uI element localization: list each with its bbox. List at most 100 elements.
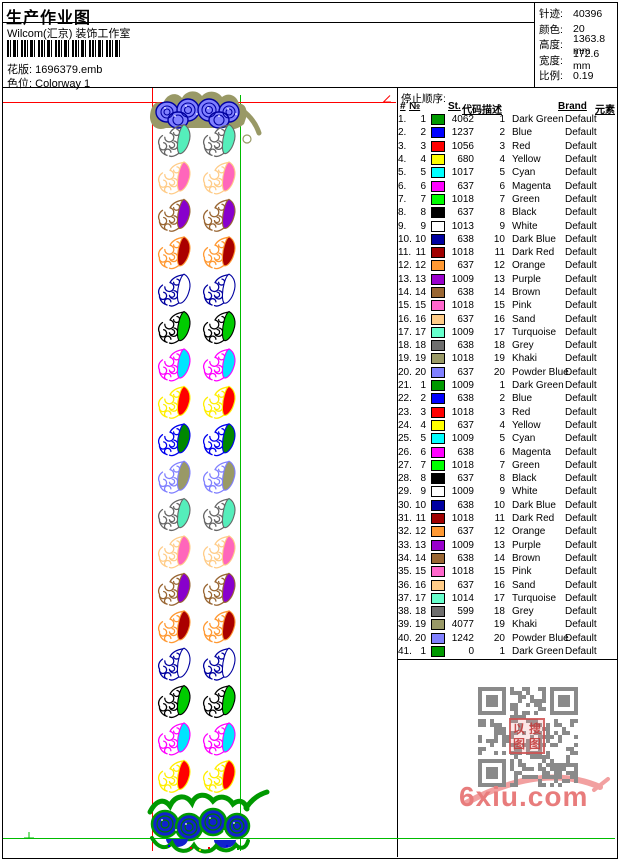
stop-number: 34. [398, 552, 412, 564]
thread-color-swatch [431, 340, 445, 352]
table-row: 37. 17 1014 17 Turquoise Default [398, 592, 617, 605]
color-description: Black [512, 473, 537, 485]
thread-brand: Default [565, 459, 597, 471]
thread-color-swatch [431, 380, 445, 392]
table-row: 22. 2 638 2 Blue Default [398, 392, 617, 405]
stop-number: 16. [398, 313, 412, 325]
color-description: Dark Blue [512, 499, 556, 511]
table-row: 20. 20 637 20 Powder Blue Default [398, 366, 617, 379]
needle-number: 1 [420, 380, 426, 392]
color-description: Pink [512, 300, 532, 312]
stitch-count: 1237 [451, 127, 474, 139]
stat-line: 颜色: 20 [535, 22, 617, 38]
table-row: 31. 11 1018 11 Dark Red Default [398, 512, 617, 525]
needle-number: 17 [415, 326, 427, 338]
stop-number: 17. [398, 326, 412, 338]
seal-char: 图 [512, 737, 525, 751]
color-description: White [512, 486, 538, 498]
table-row: 36. 16 637 16 Sand Default [398, 578, 617, 591]
needle-number: 10 [415, 499, 427, 511]
thread-brand: Default [565, 340, 597, 352]
thread-brand: Default [565, 579, 597, 591]
thread-color-swatch [431, 233, 445, 245]
thread-color-swatch [431, 180, 445, 192]
stitch-count: 638 [457, 233, 474, 245]
stat-line: 针迹: 40396 [535, 6, 617, 22]
needle-number: 3 [420, 406, 426, 418]
table-row: 33. 13 1009 13 Purple Default [398, 539, 617, 552]
stat-value: 172.6 mm [573, 48, 600, 73]
thread-color-swatch [431, 579, 445, 591]
table-row: 25. 5 1009 5 Cyan Default [398, 432, 617, 445]
needle-number: 6 [420, 180, 426, 192]
stop-number: 32. [398, 526, 412, 538]
color-description: Dark Green [512, 646, 564, 658]
stop-number: 27. [398, 459, 412, 471]
baseline-tee-icon [24, 832, 34, 839]
thread-color-swatch [431, 552, 445, 564]
col-header-needle: № [409, 101, 421, 112]
thread-color-swatch [431, 313, 445, 325]
needle-number: 19 [415, 619, 427, 631]
stitch-count: 1009 [451, 326, 474, 338]
table-row: 35. 15 1018 15 Pink Default [398, 565, 617, 578]
color-description: Powder Blue [512, 632, 569, 644]
stitch-count: 637 [457, 313, 474, 325]
table-row: 29. 9 1009 9 White Default [398, 485, 617, 498]
stop-number: 8. [398, 207, 407, 219]
studio-name: Wilcom(汇京) 装饰工作室 [7, 28, 131, 40]
stop-number: 40. [398, 632, 412, 644]
table-row: 2. 2 1237 2 Blue Default [398, 126, 617, 139]
thread-color-swatch [431, 127, 445, 139]
thread-color-swatch [431, 419, 445, 431]
stitch-count: 637 [457, 207, 474, 219]
stop-number: 25. [398, 433, 412, 445]
table-row: 18. 18 638 18 Grey Default [398, 339, 617, 352]
stat-label: 高度: [539, 39, 563, 52]
stitch-count: 1009 [451, 380, 474, 392]
thread-brand: Default [565, 419, 597, 431]
color-code: 1 [499, 646, 505, 658]
thread-color-swatch [431, 632, 445, 644]
needle-number: 9 [420, 486, 426, 498]
col-header-code: 代码 [462, 105, 482, 116]
stop-number: 29. [398, 486, 412, 498]
color-code: 13 [493, 273, 505, 285]
thread-brand: Default [565, 207, 597, 219]
bottom-border-motif [147, 789, 270, 854]
color-description: Brown [512, 552, 541, 564]
color-sequence-table: 1. 1 4062 1 Dark Green Default 2. 2 1237… [398, 113, 617, 658]
color-description: Turquoise [512, 326, 557, 338]
thread-brand: Default [565, 300, 597, 312]
color-description: Dark Red [512, 247, 555, 259]
color-description: Grey [512, 606, 534, 618]
color-description: Turquoise [512, 592, 557, 604]
needle-number: 1 [420, 646, 426, 658]
color-code: 4 [499, 154, 505, 166]
stitch-count: 638 [457, 287, 474, 298]
table-row: 19. 19 1018 19 Khaki Default [398, 352, 617, 365]
stitch-count: 0 [468, 646, 474, 658]
thread-brand: Default [565, 326, 597, 338]
thread-brand: Default [565, 287, 597, 298]
stitch-count: 1018 [451, 193, 474, 205]
thread-brand: Default [565, 513, 597, 525]
color-description: Magenta [512, 180, 551, 192]
table-bottom-border [397, 659, 617, 660]
stitch-count: 1009 [451, 486, 474, 498]
thread-brand: Default [565, 313, 597, 325]
col-header-brand: Brand [558, 101, 587, 112]
color-description: Black [512, 207, 537, 219]
table-row: 39. 19 4077 19 Khaki Default [398, 618, 617, 631]
color-code: 7 [499, 459, 505, 471]
needle-number: 14 [415, 552, 427, 564]
thread-color-swatch [431, 114, 445, 126]
stop-number: 24. [398, 419, 412, 431]
needle-number: 9 [420, 220, 426, 232]
stop-number: 28. [398, 473, 412, 485]
design-stats-box: 针迹: 40396 颜色: 20 高度: 1363.8 mm 宽度: 172.6… [534, 3, 617, 88]
pattern-label: 花版: [7, 64, 33, 76]
table-row: 40. 20 1242 20 Powder Blue Default [398, 632, 617, 645]
thread-color-swatch [431, 592, 445, 604]
stat-line: 宽度: 172.6 mm [535, 48, 617, 72]
